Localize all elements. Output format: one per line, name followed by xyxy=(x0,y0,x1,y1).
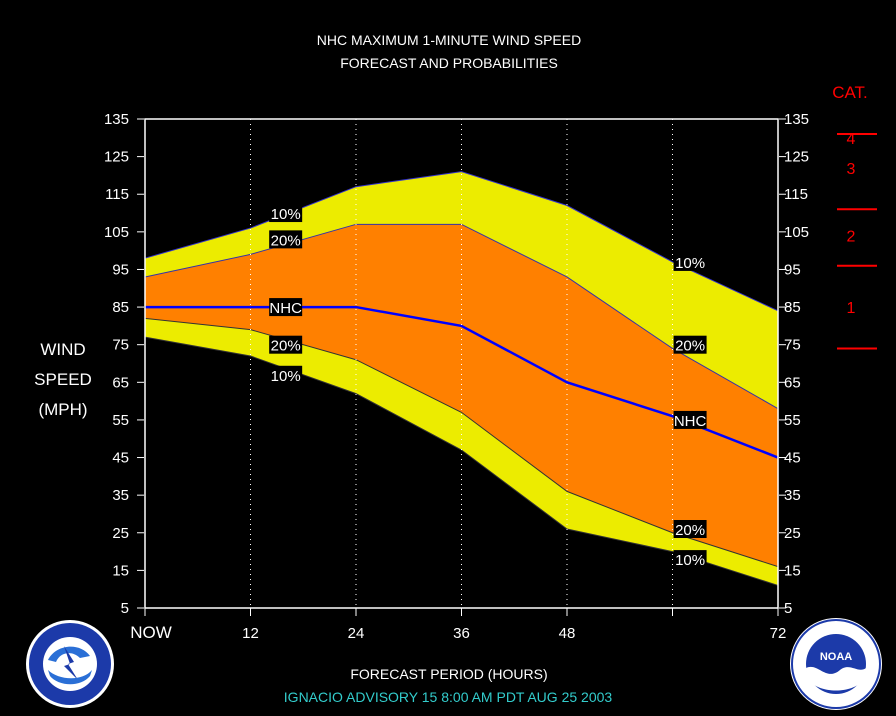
y-tick-label-right: 5 xyxy=(784,600,792,617)
line-10-percent-upper xyxy=(144,171,779,312)
noaa-logo: NOAA xyxy=(790,618,882,710)
national-weather-service-logo xyxy=(26,620,114,708)
y-tick-label-left: 125 xyxy=(104,149,129,166)
y-tick-label-right: 45 xyxy=(784,450,801,467)
series-label-box xyxy=(673,252,707,271)
chart-title-line1: NHC MAXIMUM 1-MINUTE WIND SPEED xyxy=(317,32,581,48)
series-label-box xyxy=(269,204,303,223)
y-tick-label-left: 35 xyxy=(112,487,129,504)
series-label-box xyxy=(673,520,707,539)
y-tick-label-left: 55 xyxy=(112,412,129,429)
y-tick-label-left: 5 xyxy=(121,600,129,617)
x-tick-label: 36 xyxy=(453,625,470,642)
series-label: 10% xyxy=(271,206,301,223)
x-tick-label: 12 xyxy=(242,625,259,642)
series-label-box xyxy=(269,365,303,384)
band-20-percent xyxy=(145,224,778,567)
y-tick-label-left: 45 xyxy=(112,450,129,467)
y-tick-label-left: 85 xyxy=(112,299,129,316)
y-tick-label-right: 105 xyxy=(784,224,809,241)
y-tick-label-left: 105 xyxy=(104,224,129,241)
series-label: NHC xyxy=(269,300,302,317)
category-label: 4 xyxy=(847,131,856,148)
category-label: 1 xyxy=(847,300,856,317)
series-label: 10% xyxy=(271,368,301,385)
y-tick-label-left: 65 xyxy=(112,374,129,391)
series-label: NHC xyxy=(674,413,707,430)
category-scale: 4 3 2 1 xyxy=(837,131,877,350)
series-label: 20% xyxy=(271,338,301,355)
x-tick-label: 48 xyxy=(559,625,576,642)
series-label-box xyxy=(269,230,303,249)
category-label: 2 xyxy=(847,229,856,246)
series-label: 10% xyxy=(675,552,705,569)
y-tick-label-right: 75 xyxy=(784,337,801,354)
y-tick-label-left: 95 xyxy=(112,261,129,278)
y-tick-label-right: 135 xyxy=(784,111,809,128)
y-tick-label-left: 135 xyxy=(104,111,129,128)
y-tick-label-left: 15 xyxy=(112,562,129,579)
y-tick-label-left: 25 xyxy=(112,525,129,542)
series-label-box xyxy=(673,550,707,569)
y-tick-label-right: 85 xyxy=(784,299,801,316)
x-axis-label: FORECAST PERIOD (HOURS) xyxy=(350,666,547,682)
line-nhc-forecast xyxy=(145,305,779,459)
category-header: CAT. xyxy=(832,83,868,102)
y-tick-label-right: 55 xyxy=(784,412,801,429)
x-tick-label: NOW xyxy=(130,623,172,642)
y-tick-label-left: 75 xyxy=(112,337,129,354)
y-tick-label-right: 35 xyxy=(784,487,801,504)
y-tick-label-right: 95 xyxy=(784,261,801,278)
category-label: 3 xyxy=(847,161,856,178)
y-tick-label-right: 115 xyxy=(784,186,808,203)
y-tick-label-right: 15 xyxy=(784,562,801,579)
y-axis-label-line3: (MPH) xyxy=(38,400,87,419)
series-label-box xyxy=(269,298,303,317)
series-label-box xyxy=(673,335,707,354)
line-10-percent-lower xyxy=(144,336,779,586)
y-tick-label-left: 115 xyxy=(105,186,129,203)
y-tick-label-right: 65 xyxy=(784,374,801,391)
y-tick-label-right: 25 xyxy=(784,525,801,542)
x-tick-label: 24 xyxy=(348,625,365,642)
series-label: 20% xyxy=(675,338,705,355)
advisory-line: IGNACIO ADVISORY 15 8:00 AM PDT AUG 25 2… xyxy=(284,689,613,705)
series-label: 10% xyxy=(675,255,705,272)
series-label-box xyxy=(269,335,303,354)
y-axis-label-line2: SPEED xyxy=(34,370,92,389)
svg-text:NOAA: NOAA xyxy=(820,651,852,663)
series-label-box xyxy=(673,410,707,429)
y-tick-label-right: 125 xyxy=(784,149,809,166)
series-label: 20% xyxy=(271,232,301,249)
x-tick-label: 72 xyxy=(770,625,787,642)
series-label: 20% xyxy=(675,522,705,539)
chart-title-line2: FORECAST AND PROBABILITIES xyxy=(340,55,558,71)
y-axis-label-line1: WIND xyxy=(40,340,85,359)
